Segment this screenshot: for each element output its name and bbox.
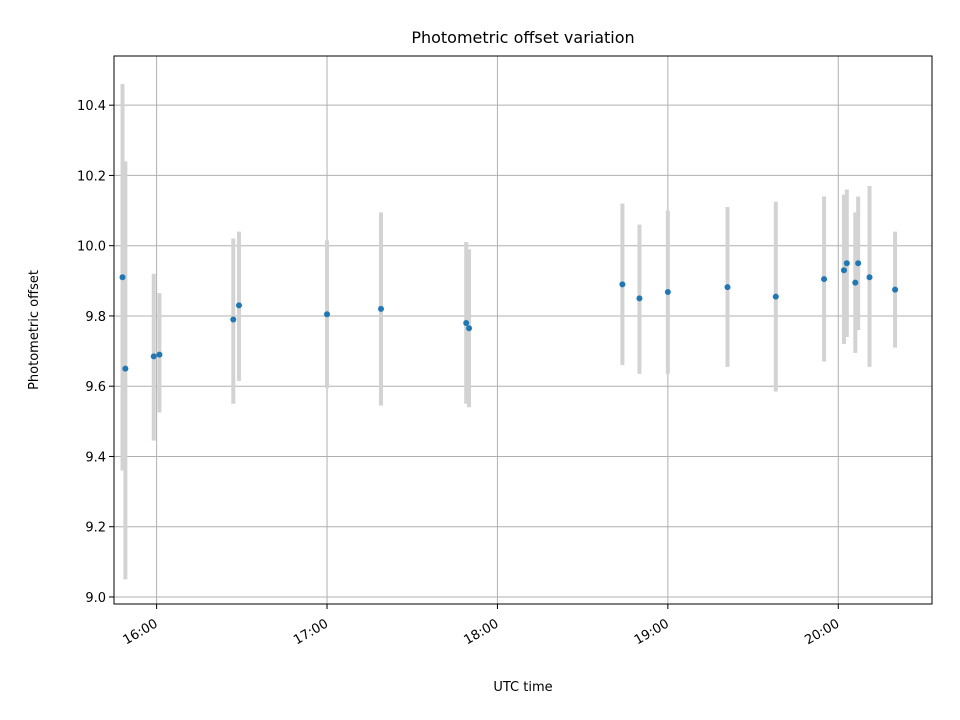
x-axis-ticks: 16:00 17:00 18:00 19:00 20:00 <box>121 604 842 648</box>
data-point <box>119 274 126 281</box>
x-axis-label: UTC time <box>493 680 552 695</box>
y-axis-label: Photometric offset <box>27 270 42 390</box>
data-point <box>122 365 129 372</box>
data-point <box>150 353 157 360</box>
y-tick-label: 9.6 <box>85 380 106 395</box>
error-bars <box>120 84 898 580</box>
data-point <box>235 302 242 309</box>
data-point <box>866 274 873 281</box>
data-point <box>377 305 384 312</box>
x-tick-label: 20:00 <box>802 616 842 648</box>
data-point <box>324 311 331 318</box>
data-point <box>892 286 899 293</box>
data-point <box>466 325 473 332</box>
data-point <box>772 293 779 300</box>
plot-frame <box>113 55 933 605</box>
y-tick-label: 10.4 <box>77 99 106 114</box>
data-point <box>156 351 163 358</box>
data-point <box>821 276 828 283</box>
y-axis-ticks: 9.0 9.2 9.4 9.6 9.8 10.0 10.2 10.4 <box>77 99 114 606</box>
data-point <box>840 267 847 274</box>
data-point <box>619 281 626 288</box>
x-tick-label: 17:00 <box>291 616 331 648</box>
data-point <box>843 260 850 267</box>
chart-title: Photometric offset variation <box>411 28 634 47</box>
y-tick-label: 9.0 <box>85 591 106 606</box>
y-tick-label: 9.2 <box>85 521 106 536</box>
y-tick-label: 10.2 <box>77 169 106 184</box>
y-tick-label: 9.4 <box>85 450 106 465</box>
y-tick-label: 9.8 <box>85 310 106 325</box>
data-point <box>636 295 643 302</box>
x-tick-label: 18:00 <box>461 616 501 648</box>
x-tick-label: 19:00 <box>632 616 672 648</box>
data-point <box>463 319 470 326</box>
data-points <box>119 260 899 372</box>
data-point <box>852 279 859 286</box>
grid <box>114 56 932 604</box>
data-point <box>724 284 731 291</box>
data-point <box>664 289 671 296</box>
x-tick-label: 16:00 <box>121 616 161 648</box>
data-point <box>230 316 237 323</box>
data-point <box>855 260 862 267</box>
y-tick-label: 10.0 <box>77 240 106 255</box>
